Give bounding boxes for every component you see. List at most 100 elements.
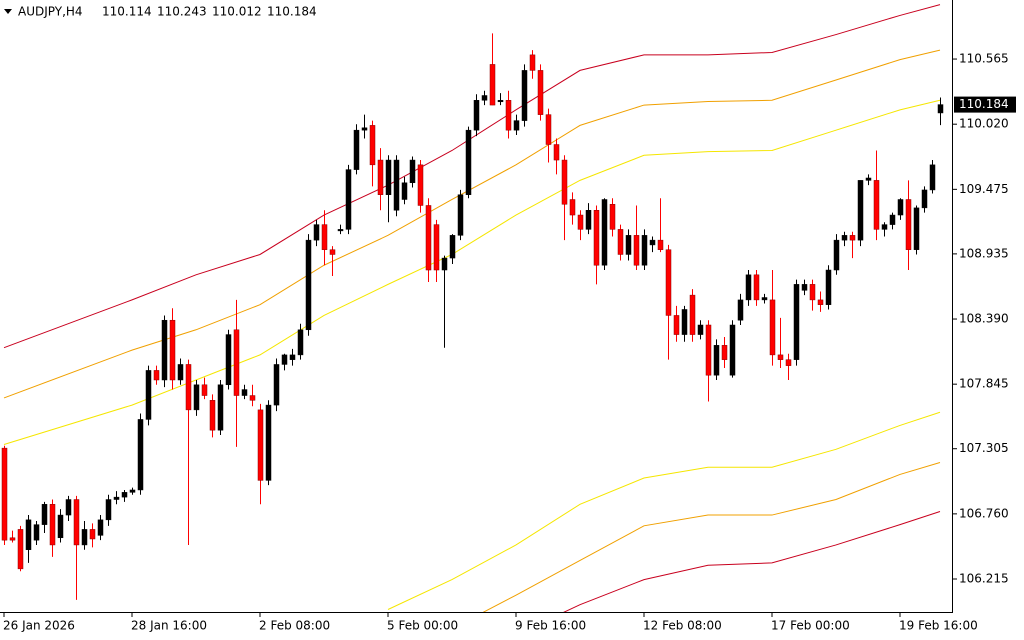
y-tick-label: 106.215 — [959, 572, 1009, 586]
candle-body — [1, 447, 8, 541]
high: 110.243 — [157, 5, 207, 19]
candle-body — [361, 127, 368, 131]
candle-body — [257, 409, 264, 481]
candle-body — [273, 364, 280, 406]
candle-body — [697, 324, 704, 335]
candle-body — [233, 329, 240, 396]
y-tick-label: 110.020 — [959, 117, 1009, 131]
candle-body — [305, 239, 312, 331]
candle-body — [225, 334, 232, 386]
x-tick-label: 2 Feb 08:00 — [259, 619, 330, 633]
candle-body — [769, 299, 776, 356]
candle-body — [921, 189, 928, 209]
y-tick-label: 107.305 — [959, 441, 1009, 455]
candle-body — [337, 229, 344, 232]
open: 110.114 — [102, 5, 152, 19]
candle-body — [41, 504, 48, 525]
x-tick-label: 17 Feb 00:00 — [771, 619, 850, 633]
candle-body — [905, 199, 912, 250]
candle-body — [65, 499, 72, 516]
dropdown-arrow[interactable] — [4, 9, 12, 14]
candle-body — [289, 354, 296, 360]
y-tick-label: 106.760 — [959, 506, 1009, 520]
candle-body — [417, 164, 424, 206]
candle-body — [785, 359, 792, 366]
candle-body — [825, 269, 832, 305]
candle-body — [201, 384, 208, 396]
candle-body — [673, 315, 680, 335]
close: 110.184 — [267, 5, 317, 19]
candle-body — [737, 299, 744, 321]
y-tick-label: 108.390 — [959, 312, 1009, 326]
band-line — [563, 510, 941, 612]
candle-body — [321, 224, 328, 250]
x-tick-label: 5 Feb 00:00 — [387, 619, 458, 633]
candle-body — [457, 194, 464, 236]
candle-body — [113, 496, 120, 500]
candle-body — [865, 177, 872, 181]
candle-body — [33, 524, 40, 541]
candle-body — [593, 210, 600, 266]
candle-body — [505, 100, 512, 131]
candle-body — [513, 120, 520, 131]
candle-body — [425, 205, 432, 271]
candle-body — [689, 294, 696, 335]
candle-body — [265, 404, 272, 481]
candle-body — [809, 284, 816, 301]
candle-body — [857, 180, 864, 241]
candle-body — [393, 159, 400, 211]
candle-body — [185, 364, 192, 411]
candle-body — [721, 345, 728, 360]
candle-body — [441, 257, 448, 271]
candle-body — [97, 519, 104, 536]
candle-body — [433, 224, 440, 271]
candle-body — [329, 249, 336, 255]
candle-body — [641, 235, 648, 266]
candle-body — [313, 224, 320, 241]
candle-body — [25, 519, 32, 550]
candle-body — [545, 114, 552, 145]
candle-body — [217, 384, 224, 431]
candle-body — [449, 235, 456, 259]
candle-body — [145, 370, 152, 420]
y-tick-label: 107.845 — [959, 377, 1009, 391]
header: AUDJPY,H4 110.114 110.243 110.012 110.18… — [4, 5, 317, 19]
candle-body — [817, 299, 824, 305]
candle-body — [497, 100, 504, 103]
candle-body — [297, 329, 304, 356]
candle-body — [873, 180, 880, 230]
candle-body — [89, 529, 96, 540]
candle-body — [849, 235, 856, 241]
low: 110.012 — [212, 5, 262, 19]
candle-body — [57, 514, 64, 539]
band-line — [3, 4, 941, 349]
candle-body — [553, 144, 560, 161]
candle-body — [841, 235, 848, 241]
candle-body — [897, 199, 904, 216]
candle-body — [625, 235, 632, 255]
candle-body — [537, 70, 544, 115]
y-tick-label: 109.475 — [959, 182, 1009, 196]
candle-body — [121, 492, 128, 498]
x-tick-label: 26 Jan 2026 — [3, 619, 75, 633]
candle-body — [353, 129, 360, 170]
band-line — [482, 461, 941, 612]
x-tick-label: 12 Feb 08:00 — [643, 619, 722, 633]
candle-body — [777, 354, 784, 360]
candle-body — [705, 324, 712, 376]
candle-body — [521, 70, 528, 121]
candle-body — [161, 319, 168, 381]
candle-body — [833, 239, 840, 271]
band-line — [3, 99, 941, 446]
candle-body — [409, 159, 416, 184]
candle-body — [81, 529, 88, 546]
candle-body — [881, 224, 888, 230]
x-tick-label: 19 Feb 16:00 — [899, 619, 978, 633]
candle-body — [169, 319, 176, 381]
chart-title: AUDJPY,H4 — [18, 5, 83, 19]
candle-body — [753, 274, 760, 301]
candle-body — [177, 364, 184, 381]
price-label: 110.184 — [959, 97, 1009, 111]
